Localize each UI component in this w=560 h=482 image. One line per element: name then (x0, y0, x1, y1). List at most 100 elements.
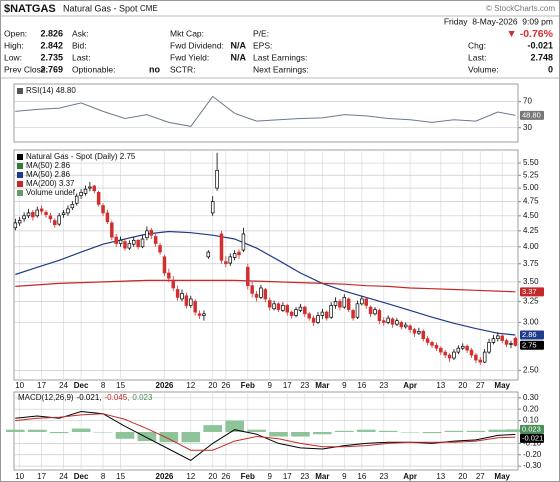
candle-body (303, 306, 307, 315)
x-tick-label: 10 (15, 381, 24, 390)
y-tick-label: 5.00 (523, 183, 539, 192)
candle-body (96, 192, 101, 205)
histogram-bar (71, 428, 91, 432)
candle-body (346, 298, 351, 310)
legend-value: -0.021, (77, 393, 102, 402)
x-tick-label: 27 (476, 381, 485, 390)
y-tick-label: 0.20 (523, 404, 539, 413)
x-tick-label: 13 (436, 381, 445, 390)
x-tick-label: 20 (208, 472, 217, 481)
x-tick-label: Feb (241, 472, 255, 481)
candle-body (83, 188, 88, 194)
value-marker (520, 433, 544, 443)
quote-label: Next Earnings: (253, 64, 309, 74)
candle-body (456, 347, 461, 353)
legend-swatch (17, 172, 23, 178)
quote-label: SCTR: (170, 64, 196, 74)
histogram-bar (181, 431, 201, 443)
y-tick-label: 4.25 (523, 226, 539, 235)
histogram-bar (334, 430, 354, 432)
candle-body (399, 322, 404, 328)
y-tick-label: 30 (523, 123, 532, 132)
x-tick-label: 23 (300, 381, 309, 390)
candle-body (189, 298, 193, 306)
candle-body (175, 289, 180, 298)
candle-body (513, 337, 518, 346)
candle-body (149, 229, 154, 236)
x-tick-label: 17 (283, 472, 292, 481)
value-marker (520, 424, 544, 434)
candle-body (180, 293, 184, 300)
candle-body (298, 306, 303, 311)
candle-body (500, 335, 504, 341)
x-tick-label: 9 (342, 472, 347, 481)
legend-text: MA(200) 3.37 (26, 179, 75, 188)
candle-body (118, 239, 123, 244)
candle-body (167, 272, 171, 279)
indicator-line (15, 413, 516, 451)
y-tick-label: 3.25 (523, 296, 539, 305)
x-tick-label: Dec (74, 472, 89, 481)
histogram-bar (291, 431, 310, 437)
candle-body (219, 233, 224, 261)
indicator-line (15, 279, 516, 293)
x-tick-label: 17 (37, 381, 46, 390)
quote-label: P/E: (253, 28, 269, 38)
quote-label: Fwd Yield: (170, 52, 209, 62)
histogram-bar (159, 431, 179, 443)
legend-text: RSI(14) 48.80 (26, 86, 76, 95)
x-tick-label: 23 (300, 472, 309, 481)
quote-label: Ask: (72, 28, 89, 38)
candle-body (439, 347, 443, 353)
candle-body (250, 285, 254, 294)
histogram-bar (269, 431, 288, 437)
candle-body (342, 297, 347, 308)
candle-body (61, 212, 66, 216)
y-tick-label: 5.25 (523, 170, 539, 179)
candle-body (281, 305, 285, 311)
y-tick-label: 5.50 (523, 158, 539, 167)
candle-body (469, 349, 474, 356)
histogram-bar (466, 430, 486, 432)
value-marker (520, 110, 544, 120)
candle-body (254, 293, 259, 298)
x-tick-label: 16 (357, 472, 366, 481)
x-tick-label: 12 (186, 472, 195, 481)
x-tick-label: 9 (342, 381, 347, 390)
legend-text: MACD(12,26,9) -0.021, -0.045, 0.023 (18, 393, 153, 402)
candle-body (285, 305, 290, 313)
candle-body (210, 201, 215, 214)
panel-frame (13, 83, 519, 143)
candle-body (434, 344, 439, 349)
legend-swatch (17, 190, 23, 196)
candle-body (395, 320, 399, 325)
legend-text: MA(50) 2.86 (26, 170, 71, 179)
x-tick-label: 26 (221, 472, 230, 481)
candle-body (377, 310, 382, 322)
candle-body (39, 208, 44, 212)
quote-label: High: (4, 40, 24, 50)
candle-body (193, 301, 197, 313)
change-percent: ▼ -0.76% (506, 28, 553, 40)
histogram-bar (422, 431, 442, 434)
candle-body (373, 309, 377, 315)
candle-body (237, 251, 241, 256)
x-tick-label: 20 (208, 381, 217, 390)
quote-label: Volume: (468, 64, 499, 74)
quote-label: EPS: (253, 40, 272, 50)
value-marker-label: 2.86 (522, 330, 537, 339)
candle-body (136, 239, 140, 248)
candle-body (355, 303, 360, 318)
histogram-bar (506, 429, 525, 432)
candle-body (504, 340, 509, 345)
x-tick-label: 10 (15, 472, 24, 481)
candle-body (360, 298, 364, 305)
x-tick-label: 15 (116, 472, 125, 481)
candle-body (66, 208, 70, 214)
candle-body (509, 343, 513, 345)
candle-body (123, 241, 127, 249)
candle-body (443, 351, 447, 356)
legend-value: -0.045, (104, 393, 129, 402)
